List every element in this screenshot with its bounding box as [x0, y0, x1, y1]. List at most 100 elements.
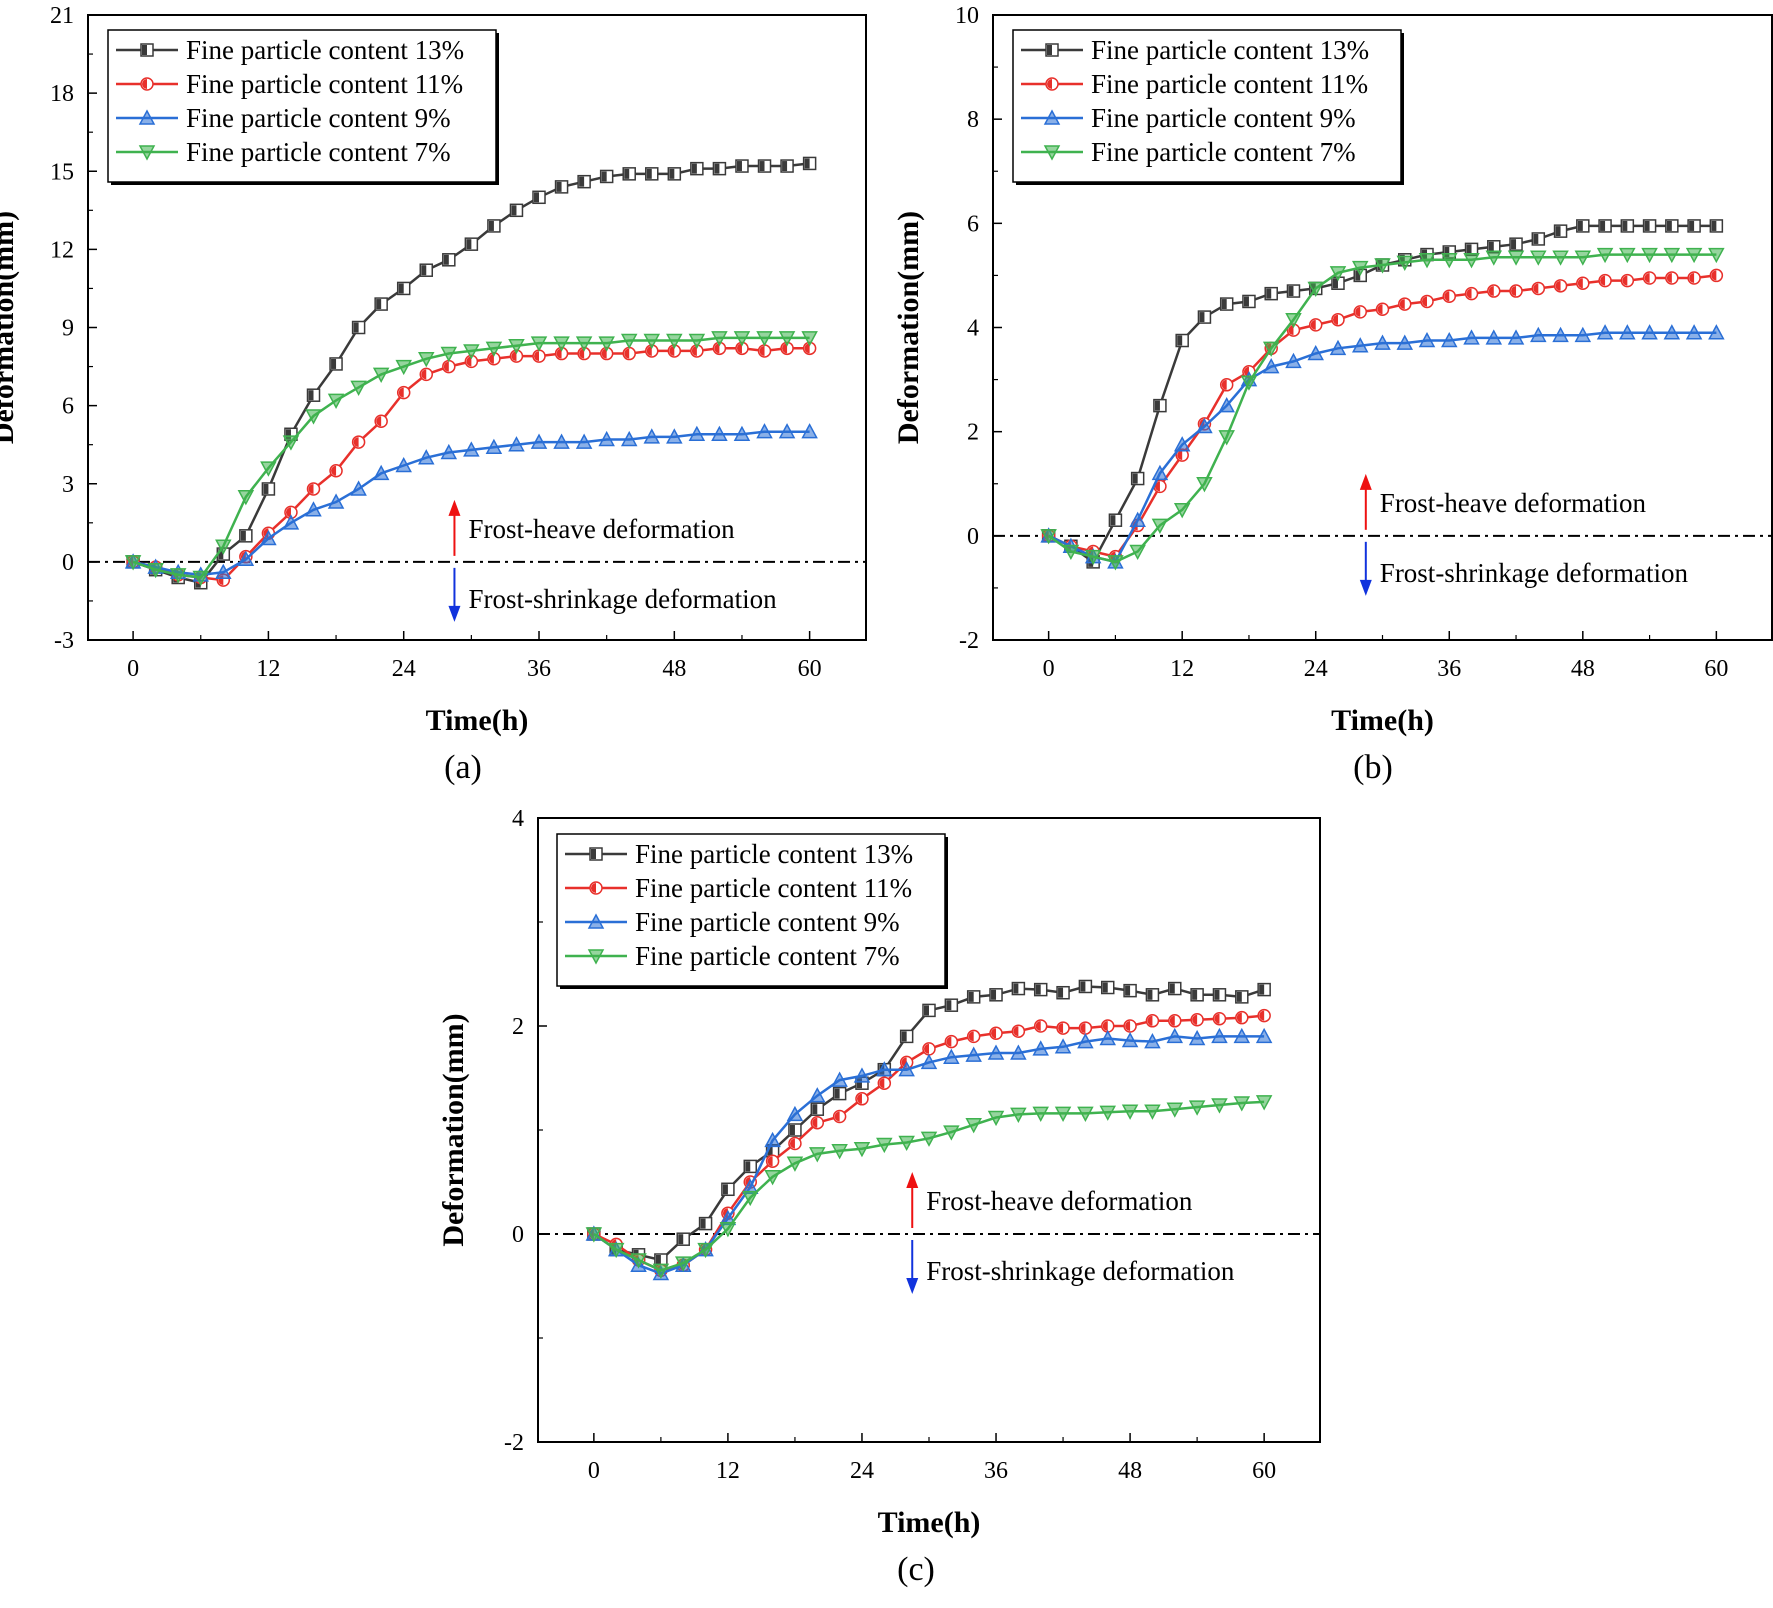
marker-square-fill [655, 1255, 661, 1265]
data-point [1099, 1105, 1116, 1121]
data-point [832, 1109, 847, 1124]
marker-square-fill [466, 239, 472, 250]
series-line [593, 1035, 1265, 1275]
data-point [598, 430, 615, 447]
data-point [944, 998, 959, 1012]
marker-circle-fill [1399, 299, 1405, 310]
marker-square-fill [511, 205, 517, 216]
series-triangle-down [1040, 247, 1725, 571]
data-point [306, 388, 321, 402]
marker-square-fill [591, 849, 596, 859]
marker-circle-fill [1511, 286, 1517, 297]
marker-circle-fill [1644, 273, 1650, 284]
marker-square-fill [534, 192, 540, 203]
marker-square-fill [142, 45, 147, 55]
marker-circle-fill [879, 1078, 885, 1089]
data-point [1121, 1104, 1139, 1120]
data-point [1642, 219, 1657, 233]
panel-label: (a) [444, 749, 482, 786]
marker-square-fill [1147, 989, 1153, 1000]
data-point [735, 341, 749, 356]
marker-square-fill [1177, 335, 1183, 346]
marker-square-fill [1355, 270, 1361, 281]
marker-square-fill [488, 220, 494, 231]
data-point [508, 436, 525, 452]
data-point [801, 331, 818, 347]
legend-label: Fine particle content 13% [186, 35, 464, 65]
frost-heave-arrow-head [448, 499, 461, 516]
data-point [1307, 344, 1324, 361]
data-point [530, 433, 548, 449]
marker-square-fill [1221, 299, 1227, 310]
data-point [607, 1242, 625, 1259]
marker-square-fill [1266, 288, 1272, 299]
marker-square-fill [1666, 220, 1672, 231]
marker-circle-fill [331, 465, 337, 476]
marker-circle-fill [1236, 1012, 1242, 1023]
data-point [786, 1105, 804, 1122]
marker-square-fill [240, 530, 246, 541]
data-point [282, 435, 300, 451]
x-tick-label: 36 [984, 1458, 1008, 1484]
y-tick-label: 0 [967, 524, 979, 550]
data-point [418, 449, 435, 465]
data-point [575, 433, 593, 449]
data-point [192, 570, 210, 587]
marker-square-fill [1243, 296, 1249, 307]
data-point [690, 161, 704, 176]
data-point [1307, 281, 1324, 298]
legend-marker [589, 881, 603, 895]
data-point [788, 1123, 802, 1137]
data-point [630, 1253, 647, 1269]
data-point [780, 159, 794, 173]
marker-square-fill [782, 161, 788, 172]
marker-square-fill [1058, 987, 1064, 998]
x-tick-label: 60 [798, 656, 822, 682]
data-point [1598, 273, 1612, 288]
data-point [922, 1042, 936, 1056]
frost-heave-label: Frost-heave deformation [468, 514, 735, 544]
data-point [1078, 979, 1093, 994]
data-point [1151, 518, 1169, 534]
data-point [374, 414, 388, 428]
data-point [1219, 297, 1234, 311]
data-point [463, 344, 480, 360]
data-point [1235, 990, 1249, 1004]
series-circle [1041, 268, 1724, 564]
data-point [832, 1086, 847, 1101]
data-point [1531, 232, 1546, 246]
series-line [1048, 331, 1717, 564]
data-point [622, 167, 636, 181]
data-point [622, 346, 636, 361]
data-point [620, 333, 638, 350]
x-tick-label: 36 [1437, 656, 1461, 682]
data-point [1153, 479, 1167, 494]
marker-circle-fill [759, 345, 765, 356]
marker-circle-fill [812, 1117, 818, 1128]
data-point [350, 380, 367, 396]
legend-marker [589, 847, 603, 861]
y-tick-label: 6 [967, 211, 979, 237]
data-point [554, 180, 569, 194]
data-point [831, 1144, 848, 1160]
x-tick-label: 24 [1304, 656, 1328, 682]
marker-circle-fill [1444, 291, 1450, 302]
data-point [1054, 1038, 1072, 1054]
data-point [1598, 219, 1612, 233]
data-point [395, 456, 412, 473]
data-point [305, 409, 322, 425]
data-point [261, 482, 276, 496]
data-point [920, 1131, 938, 1147]
data-point [306, 482, 321, 496]
data-point [853, 1141, 871, 1158]
data-point [1709, 268, 1724, 283]
data-point [419, 263, 434, 277]
data-point [688, 425, 706, 442]
x-axis-title: Time(h) [878, 1506, 981, 1539]
data-point [1240, 375, 1258, 391]
legend-label: Fine particle content 7% [186, 137, 451, 167]
data-point [898, 1061, 915, 1077]
data-point [920, 1053, 938, 1070]
marker-circle-fill [443, 361, 449, 372]
